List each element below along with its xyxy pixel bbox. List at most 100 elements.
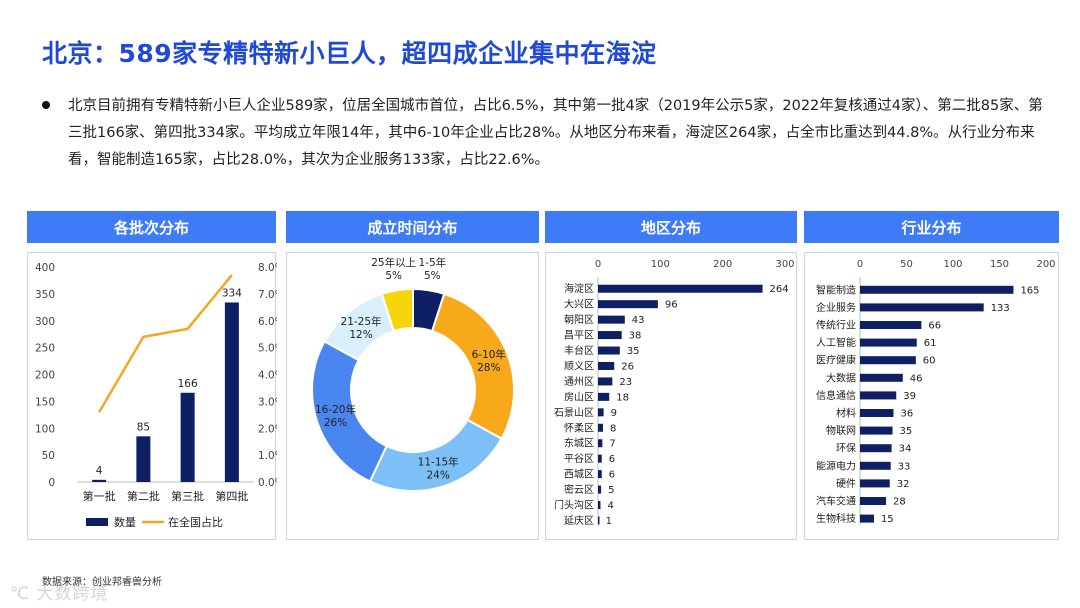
watermark-logo: ℃ 大数跨境 (10, 579, 109, 604)
y2-tick-label: 8.0% (258, 262, 277, 274)
bar (598, 423, 603, 432)
x-tick-label: 300 (775, 259, 794, 270)
bar (598, 361, 615, 370)
y-tick-label: 智能制造 (816, 283, 856, 296)
y-tick-label: 昌平区 (564, 330, 594, 342)
y-tick-label: 平谷区 (564, 453, 594, 465)
data-label: 1 (606, 516, 612, 527)
bar (598, 346, 620, 355)
bar (224, 302, 239, 482)
data-label: 61 (924, 338, 937, 349)
slice-label: 11-15年 (418, 456, 459, 469)
y-tick-label: 传统行业 (816, 319, 856, 332)
y-tick-label: 300 (35, 316, 55, 328)
data-label: 35 (627, 346, 640, 357)
data-label: 43 (632, 315, 645, 326)
data-label: 28 (893, 497, 906, 508)
donut-slice (380, 287, 414, 333)
x-tick-label: 200 (713, 259, 732, 270)
slice-label: 1-5年 (418, 256, 446, 269)
y2-tick-label: 3.0% (258, 396, 277, 408)
data-label: 7 (609, 439, 615, 450)
bar (598, 300, 658, 309)
bar (598, 516, 600, 525)
x-tick-label: 第一批 (83, 489, 116, 503)
y-tick-label: 东城区 (564, 437, 594, 450)
y-tick-label: 延庆区 (564, 514, 594, 527)
data-label: 9 (611, 408, 617, 419)
bar (860, 338, 917, 347)
y-tick-label: 怀柔区 (564, 422, 594, 434)
slice-pct: 5% (385, 270, 402, 282)
slice-label: 25年以上 (371, 256, 416, 269)
slice-pct: 24% (427, 470, 450, 482)
data-label: 18 (616, 392, 629, 403)
summary-bullet: 北京目前拥有专精特新小巨人企业589家，位居全国城市首位，占比6.5%，其中第一… (42, 93, 1052, 174)
panel-age: 1-5年 5% 6-10年 28% 11-15年 24% 16-20年 26% 21-25年 12… (286, 252, 539, 540)
y-tick-label: 海淀区 (564, 282, 594, 295)
x-tick-label: 100 (651, 259, 670, 270)
slice-pct: 12% (349, 329, 372, 341)
bar (860, 497, 887, 505)
y-tick-label: 丰台区 (564, 344, 594, 357)
y-tick-label: 汽车交通 (816, 495, 856, 508)
bar (598, 331, 622, 340)
panel-header-age: 成立时间分布 (286, 211, 539, 243)
y-tick-label: 100 (35, 423, 55, 435)
y-tick-label: 石景山区 (554, 407, 594, 419)
slice-label: 16-20年 (315, 403, 356, 416)
legend-label: 在全国占比 (168, 515, 223, 529)
y2-tick-label: 6.0% (258, 316, 277, 328)
data-label: 39 (903, 391, 916, 402)
slice-pct: 28% (477, 362, 500, 374)
slice-pct: 5% (424, 270, 441, 282)
bar (860, 321, 922, 329)
bar (598, 454, 602, 463)
data-label: 166 (178, 378, 198, 390)
y2-tick-label: 4.0% (258, 370, 277, 382)
bar (860, 461, 891, 470)
page-title: 北京：589家专精特新小巨人，超四成企业集中在海淀 (42, 39, 657, 68)
x-tick-label: 0 (595, 259, 601, 270)
y2-tick-label: 0.0% (258, 477, 277, 489)
x-tick-label: 第四批 (215, 489, 248, 503)
data-source: 数据来源：创业邦睿兽分析 (42, 577, 162, 588)
data-label: 6 (609, 470, 615, 481)
slice-pct: 26% (324, 417, 347, 429)
data-label: 46 (910, 373, 923, 384)
bar (598, 408, 604, 417)
bar (860, 426, 893, 435)
data-label: 23 (619, 377, 632, 388)
panel-region: 0 100 200 300 海淀区 264 大兴区 96 朝阳区 43 昌平区 38 丰台区 35 顺义区 2… (545, 252, 797, 540)
data-label: 133 (991, 303, 1010, 314)
panel-header-industry: 行业分布 (804, 211, 1059, 243)
bar (860, 409, 894, 417)
panel-header-region: 地区分布 (545, 211, 797, 243)
watermark-text: 大数跨境 (36, 584, 109, 604)
data-label: 165 (1020, 285, 1039, 296)
y-tick-label: 朝阳区 (564, 314, 594, 326)
x-tick-label: 100 (943, 259, 962, 270)
donut-slice (430, 292, 515, 441)
data-label: 334 (222, 287, 242, 299)
legend-swatch-count (86, 518, 108, 526)
bullet-dot-icon (42, 101, 50, 109)
data-label: 85 (137, 421, 150, 433)
x-tick-label: 第二批 (127, 489, 160, 503)
y-tick-label: 250 (35, 343, 55, 355)
y-tick-label: 环保 (836, 442, 856, 455)
y-tick-label: 大兴区 (564, 298, 594, 311)
bar (598, 470, 602, 479)
data-label: 4 (607, 501, 613, 512)
watermark-glyph-icon: ℃ (10, 584, 31, 604)
data-label: 38 (629, 331, 642, 342)
bar (92, 479, 107, 482)
y2-tick-label: 5.0% (258, 343, 277, 355)
y-tick-label: 房山区 (564, 390, 594, 403)
legend-label: 数量 (114, 516, 136, 529)
y-tick-label: 材料 (836, 407, 856, 420)
y-tick-label: 西城区 (564, 469, 594, 481)
y-tick-label: 企业服务 (816, 301, 856, 314)
y2-tick-label: 7.0% (258, 289, 277, 301)
